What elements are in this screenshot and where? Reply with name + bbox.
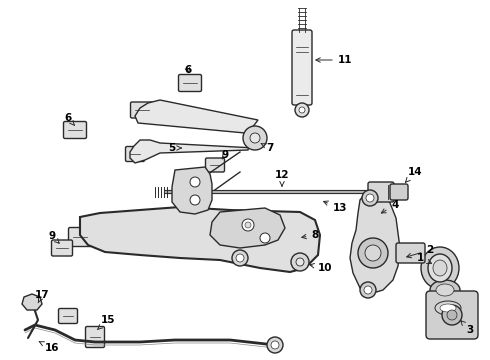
Circle shape (250, 133, 260, 143)
Polygon shape (172, 167, 212, 214)
Polygon shape (22, 294, 42, 310)
Text: 11: 11 (316, 55, 352, 65)
FancyBboxPatch shape (51, 240, 73, 256)
Circle shape (291, 253, 309, 271)
Text: 9: 9 (221, 150, 228, 160)
Circle shape (190, 177, 200, 187)
FancyBboxPatch shape (396, 243, 425, 263)
FancyBboxPatch shape (205, 158, 224, 172)
Text: 2: 2 (407, 245, 434, 258)
Circle shape (190, 195, 200, 205)
Circle shape (442, 305, 462, 325)
Circle shape (236, 254, 244, 262)
Text: 10: 10 (310, 263, 332, 273)
FancyBboxPatch shape (69, 228, 92, 247)
FancyBboxPatch shape (426, 291, 478, 339)
Circle shape (366, 194, 374, 202)
FancyBboxPatch shape (292, 30, 312, 105)
Polygon shape (80, 207, 320, 272)
Circle shape (364, 286, 372, 294)
FancyBboxPatch shape (125, 147, 145, 162)
FancyBboxPatch shape (58, 309, 77, 324)
Ellipse shape (421, 247, 459, 289)
Text: 17: 17 (35, 290, 49, 303)
Polygon shape (210, 208, 285, 248)
FancyBboxPatch shape (130, 102, 153, 118)
Text: 5: 5 (169, 143, 181, 153)
Text: 14: 14 (406, 167, 422, 182)
Polygon shape (350, 190, 400, 293)
Ellipse shape (433, 260, 447, 276)
Text: 6: 6 (184, 65, 192, 75)
FancyBboxPatch shape (390, 184, 408, 200)
Circle shape (299, 107, 305, 113)
Circle shape (242, 219, 254, 231)
Text: 8: 8 (302, 230, 318, 240)
Circle shape (232, 250, 248, 266)
Text: 16: 16 (39, 342, 59, 353)
FancyBboxPatch shape (64, 122, 87, 139)
Ellipse shape (436, 284, 454, 296)
Polygon shape (135, 100, 258, 133)
Circle shape (360, 282, 376, 298)
Text: 15: 15 (98, 315, 115, 330)
Polygon shape (130, 140, 255, 163)
Circle shape (296, 258, 304, 266)
Text: 9: 9 (49, 231, 59, 243)
FancyBboxPatch shape (178, 75, 201, 91)
Text: 12: 12 (275, 170, 289, 186)
Circle shape (365, 245, 381, 261)
Text: 6: 6 (64, 113, 74, 126)
Text: 1: 1 (416, 253, 432, 264)
Circle shape (267, 337, 283, 353)
Text: 7: 7 (261, 143, 274, 153)
Text: 4: 4 (381, 200, 399, 213)
Text: 13: 13 (323, 201, 347, 213)
Ellipse shape (430, 280, 460, 300)
Circle shape (358, 238, 388, 268)
Ellipse shape (428, 254, 452, 282)
Circle shape (243, 126, 267, 150)
Ellipse shape (435, 301, 461, 315)
Circle shape (295, 103, 309, 117)
Circle shape (447, 310, 457, 320)
Circle shape (245, 222, 251, 228)
FancyBboxPatch shape (85, 327, 104, 347)
Circle shape (271, 341, 279, 349)
FancyBboxPatch shape (368, 182, 394, 202)
Circle shape (260, 233, 270, 243)
Ellipse shape (440, 304, 456, 312)
Text: 3: 3 (461, 321, 474, 335)
Circle shape (362, 190, 378, 206)
